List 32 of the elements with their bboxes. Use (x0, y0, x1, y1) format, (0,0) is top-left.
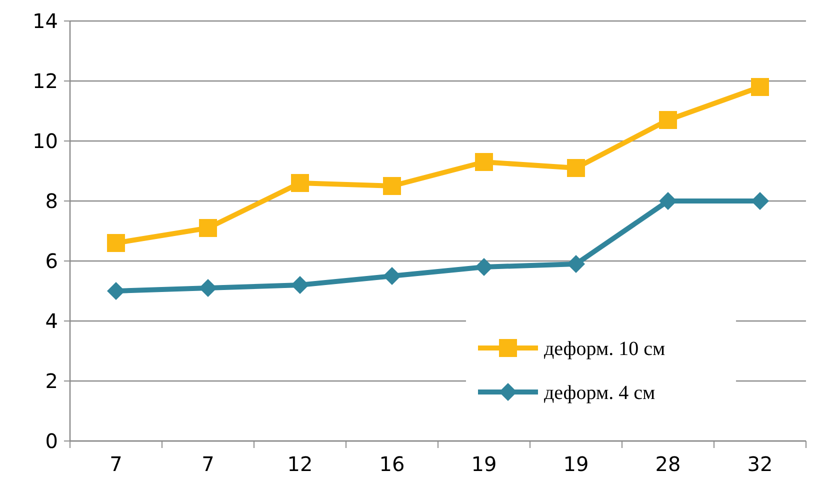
x-tick-label: 12 (287, 452, 313, 476)
point (199, 279, 217, 297)
y-tick-label: 2 (45, 369, 58, 393)
y-tick-label: 12 (32, 69, 58, 93)
point (291, 276, 309, 294)
point (383, 177, 401, 195)
y-tick-label: 4 (45, 309, 58, 333)
point (291, 174, 309, 192)
x-tick-label: 7 (110, 452, 122, 476)
y-tick-label: 0 (45, 429, 58, 453)
x-tick-label: 19 (563, 452, 589, 476)
point (475, 258, 493, 276)
point (751, 78, 769, 96)
point (107, 234, 125, 252)
y-tick-label: 6 (45, 249, 58, 273)
point (107, 282, 125, 300)
x-tick-label: 19 (471, 452, 497, 476)
legend-label: деформ. 4 см (544, 382, 656, 404)
point (567, 159, 585, 177)
point (567, 255, 585, 273)
x-tick-label: 7 (202, 452, 214, 476)
x-tick-label: 32 (747, 452, 773, 476)
point (659, 111, 677, 129)
y-tick-label: 14 (32, 9, 58, 33)
x-tick-label: 16 (379, 452, 405, 476)
y-tick-label: 8 (45, 189, 58, 213)
y-tick-label: 10 (32, 129, 58, 153)
point (199, 219, 217, 237)
point (475, 153, 493, 171)
legend-label: деформ. 10 см (544, 338, 666, 360)
x-tick-label: 28 (655, 452, 681, 476)
point (383, 267, 401, 285)
